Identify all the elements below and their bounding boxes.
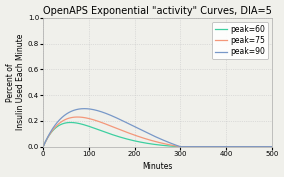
peak=60 — [129, 139, 133, 141]
Line: peak=90: peak=90 — [43, 109, 272, 147]
peak=90 — [266, 146, 269, 148]
Line: peak=60: peak=60 — [43, 122, 272, 147]
peak=60 — [266, 146, 269, 148]
peak=90 — [270, 146, 273, 148]
peak=90 — [129, 124, 133, 126]
Line: peak=75: peak=75 — [43, 117, 272, 147]
peak=60 — [241, 146, 245, 148]
peak=75 — [241, 146, 245, 148]
Title: OpenAPS Exponential "activity" Curves, DIA=5: OpenAPS Exponential "activity" Curves, D… — [43, 5, 272, 16]
peak=75 — [266, 146, 269, 148]
peak=90 — [139, 129, 143, 131]
peak=75 — [76, 116, 79, 118]
Y-axis label: Percent of
Insulin Used Each Minute: Percent of Insulin Used Each Minute — [6, 34, 25, 130]
peak=75 — [68, 117, 71, 119]
X-axis label: Minutes: Minutes — [142, 162, 173, 172]
peak=90 — [68, 111, 71, 113]
peak=60 — [69, 121, 72, 124]
peak=60 — [139, 141, 143, 143]
Legend: peak=60, peak=75, peak=90: peak=60, peak=75, peak=90 — [212, 22, 268, 59]
peak=75 — [81, 116, 85, 118]
peak=90 — [241, 146, 245, 148]
peak=60 — [41, 146, 45, 148]
peak=75 — [270, 146, 273, 148]
peak=75 — [129, 133, 133, 135]
peak=90 — [41, 146, 45, 148]
peak=60 — [270, 146, 273, 148]
peak=60 — [68, 121, 71, 124]
peak=90 — [83, 108, 86, 110]
peak=75 — [41, 146, 45, 148]
peak=75 — [139, 136, 143, 138]
peak=90 — [81, 108, 85, 110]
peak=60 — [81, 123, 85, 125]
